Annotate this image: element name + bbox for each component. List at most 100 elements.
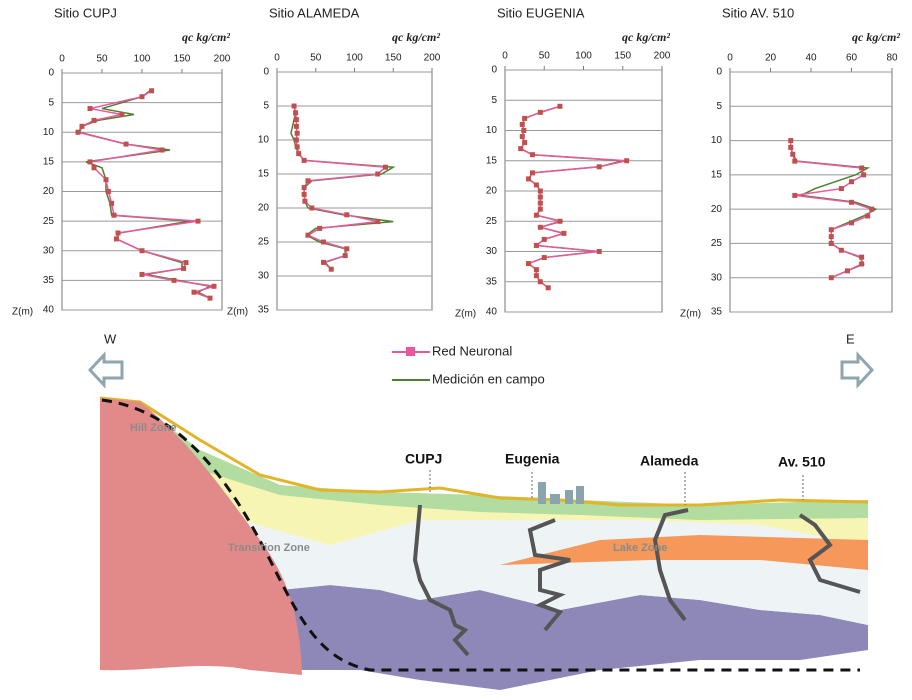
data-point [865, 213, 871, 219]
x-tick-label: 200 [214, 54, 231, 65]
data-point [828, 234, 834, 240]
x-tick-label: 50 [310, 53, 322, 64]
hill-zone [100, 398, 302, 675]
y-tick-label: 0 [491, 65, 497, 76]
boundary [101, 398, 860, 672]
data-point [191, 289, 197, 295]
chart-title: Sitio EUGENIA [497, 5, 585, 20]
building [538, 482, 546, 504]
data-point [293, 110, 299, 116]
site-label: Av. 510 [778, 454, 826, 470]
data-point [557, 218, 563, 224]
buildings [538, 482, 584, 504]
data-point [838, 186, 844, 192]
data-point [537, 279, 543, 285]
data-point [541, 236, 547, 242]
data-point [293, 137, 299, 143]
y-axis-label: Z(m) [680, 309, 701, 320]
data-point [541, 255, 547, 261]
data-point [91, 165, 97, 171]
profile [652, 508, 689, 622]
y-tick-label: 10 [43, 127, 55, 138]
chart-title: Sitio ALAMEDA [269, 5, 360, 20]
y-axis-label: Z(m) [455, 309, 476, 320]
y-tick-label: 40 [486, 307, 498, 318]
y-tick-label: 40 [43, 305, 55, 316]
y-axis-label: Z(m) [12, 307, 33, 318]
data-point [521, 128, 527, 133]
data-point [557, 103, 563, 109]
data-point [111, 212, 117, 218]
data-point [526, 176, 532, 182]
x-tick-label: 200 [424, 53, 441, 64]
y-tick-label: 30 [486, 246, 498, 257]
legend-marker [406, 347, 415, 356]
y-tick-label: 25 [43, 216, 55, 227]
data-point [301, 191, 307, 197]
data-point [522, 115, 528, 121]
data-point [533, 212, 539, 218]
y-tick-label: 35 [43, 275, 55, 286]
y-tick-label: 0 [48, 68, 54, 79]
data-point [211, 283, 217, 289]
data-point [596, 164, 602, 170]
west-label: W [104, 331, 117, 346]
data-point [113, 236, 119, 242]
data-point [844, 268, 850, 274]
x-tick-label: 150 [385, 53, 402, 64]
data-point [139, 271, 145, 277]
x-axis-label: qc kg/cm² [392, 30, 440, 44]
y-tick-label: 15 [711, 169, 723, 180]
y-tick-label: 35 [486, 276, 498, 287]
y-tick-label: 20 [486, 186, 498, 197]
data-point [537, 194, 543, 200]
y-tick-label: 10 [258, 135, 270, 146]
data-point [537, 206, 543, 212]
profile [798, 513, 861, 594]
y-tick-label: 25 [711, 238, 723, 249]
x-tick-label: 100 [134, 54, 151, 65]
data-point [123, 141, 129, 147]
data-point [849, 179, 854, 185]
data-point [149, 88, 155, 94]
data-point [828, 227, 834, 233]
site-label: Alameda [640, 453, 699, 469]
y-tick-label: 20 [258, 203, 270, 214]
data-point [533, 267, 539, 273]
data-point [529, 152, 535, 158]
y-tick-label: 5 [263, 101, 269, 112]
lake-layer [500, 535, 868, 570]
plot-area [729, 71, 893, 313]
data-point [526, 261, 532, 267]
data-point [294, 130, 300, 136]
data-point [522, 140, 528, 146]
profile [412, 504, 470, 657]
data-point [788, 144, 794, 150]
data-point [302, 198, 308, 204]
data-point [861, 172, 867, 178]
data-point [305, 178, 311, 184]
clay-layer [280, 585, 868, 690]
x-tick-label: 0 [727, 53, 733, 64]
data-point [139, 94, 145, 100]
data-point [596, 249, 602, 254]
data-point [790, 151, 796, 157]
data-point [328, 266, 334, 272]
data-point [375, 171, 381, 177]
data-point [344, 212, 350, 218]
chart-title: Sitio AV. 510 [722, 5, 794, 20]
y-tick-label: 10 [711, 135, 723, 146]
data-point [296, 151, 302, 157]
data-point [788, 138, 794, 144]
legend: Red Neuronal Medición en campo [392, 343, 545, 386]
data-point [293, 117, 299, 123]
x-tick-label: 20 [765, 53, 777, 64]
data-point [87, 106, 93, 112]
x-tick-label: 0 [274, 53, 280, 64]
x-tick-label: 50 [539, 51, 551, 62]
data-point [301, 185, 307, 191]
zone-label: Lake Zone [613, 542, 667, 554]
data-point [792, 192, 798, 198]
data-point [792, 158, 798, 164]
x-tick-label: 80 [886, 53, 898, 64]
